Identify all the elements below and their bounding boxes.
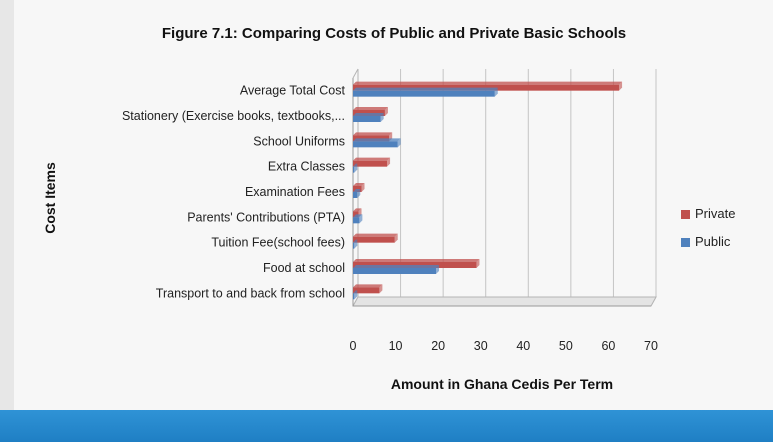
chart-card: Figure 7.1: Comparing Costs of Public an… xyxy=(14,0,773,410)
x-tick-label: 60 xyxy=(601,339,615,353)
bar-public-top xyxy=(353,163,358,167)
bar-public-end xyxy=(494,87,498,97)
bar-public-end xyxy=(359,214,363,224)
category-label: Food at school xyxy=(263,261,345,275)
bar-private xyxy=(353,211,359,218)
bar-public xyxy=(353,141,398,148)
bar-public xyxy=(353,166,355,173)
bar-public-top xyxy=(353,239,358,243)
x-tick-label: 30 xyxy=(474,339,488,353)
bar-public-end xyxy=(354,290,358,300)
bar-public-end xyxy=(436,265,440,274)
category-label: Parents' Contributions (PTA) xyxy=(187,210,345,224)
bar-public xyxy=(353,116,381,122)
legend-label-public: Public xyxy=(695,234,731,249)
bar-private-top xyxy=(353,183,365,186)
y-axis-title: Cost Items xyxy=(42,162,58,234)
bar-public-top xyxy=(353,87,498,91)
left-margin-strip xyxy=(0,0,14,442)
bar-private-top xyxy=(353,157,391,161)
bar-public-end xyxy=(380,113,384,122)
chart-floor xyxy=(352,296,657,307)
bar-public xyxy=(353,268,437,274)
bar-private-top xyxy=(353,259,480,262)
bar-private-top xyxy=(353,284,383,288)
bar-public xyxy=(353,293,355,300)
category-label: Examination Fees xyxy=(245,185,345,199)
bar-private-end xyxy=(361,183,365,192)
x-tick-label: 0 xyxy=(350,339,357,353)
legend: Private Public xyxy=(681,206,735,249)
bar-private-top xyxy=(353,132,393,136)
category-labels: Average Total Cost Stationery (Exercise b… xyxy=(122,84,346,301)
category-label: Stationery (Exercise books, textbooks,..… xyxy=(122,109,345,123)
bar-public-end xyxy=(354,163,358,173)
bar-private-end xyxy=(619,81,623,91)
x-tick-label: 40 xyxy=(516,339,530,353)
bar-public-top xyxy=(353,189,361,192)
bar-public-end xyxy=(354,239,358,249)
bar-public xyxy=(353,192,358,198)
bar-public-top xyxy=(353,214,363,218)
bar-private xyxy=(353,287,380,294)
bar-public-top xyxy=(353,265,440,268)
x-tick-label: 10 xyxy=(389,339,403,353)
chart-title: Figure 7.1: Comparing Costs of Public an… xyxy=(162,25,626,42)
bar-public-top xyxy=(353,113,384,116)
bar-chart: Figure 7.1: Comparing Costs of Public an… xyxy=(42,25,735,392)
bar-private-top xyxy=(353,233,398,237)
bar-private xyxy=(353,160,388,167)
bar-private-top xyxy=(353,107,388,110)
bar-public xyxy=(353,90,495,97)
bar-private-end xyxy=(476,259,480,268)
bar-private-end xyxy=(384,107,388,116)
bar-public xyxy=(353,242,355,249)
category-label: Transport to and back from school xyxy=(156,286,345,300)
bar-private-end xyxy=(379,284,383,294)
y-axis-top-edge xyxy=(352,68,359,79)
category-label: Average Total Cost xyxy=(240,84,346,98)
legend-label-private: Private xyxy=(695,206,735,221)
bars xyxy=(353,81,623,300)
bottom-blue-bar xyxy=(0,410,773,442)
bar-private-top xyxy=(353,81,623,85)
bar-private-end xyxy=(394,233,398,243)
bar-public xyxy=(353,217,360,224)
bar-private-top xyxy=(353,208,362,212)
bar-private-end xyxy=(387,157,391,167)
x-tick-label: 70 xyxy=(644,339,658,353)
legend-swatch-private xyxy=(681,210,690,219)
category-label: School Uniforms xyxy=(253,134,345,148)
bar-public-top xyxy=(353,290,358,294)
legend-swatch-public xyxy=(681,238,690,247)
bar-public-top xyxy=(353,138,401,142)
bar-private xyxy=(353,236,395,243)
x-tick-label: 50 xyxy=(559,339,573,353)
x-axis-title: Amount in Ghana Cedis Per Term xyxy=(391,376,613,392)
x-tick-labels: 0 10 20 30 40 50 60 70 xyxy=(350,339,658,353)
bar-public-end xyxy=(397,138,401,148)
category-label: Extra Classes xyxy=(268,160,345,174)
x-tick-label: 20 xyxy=(431,339,445,353)
category-label: Tuition Fee(school fees) xyxy=(211,236,345,250)
bar-public-end xyxy=(357,189,361,198)
